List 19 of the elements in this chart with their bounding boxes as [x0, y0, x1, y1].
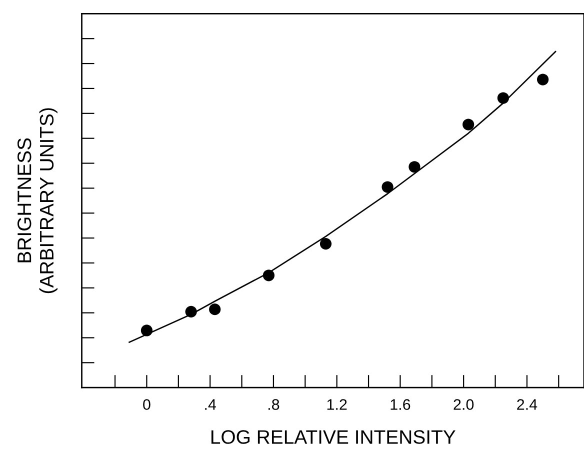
x-tick-label: 1.6: [390, 399, 410, 410]
point: [209, 304, 221, 316]
y-axis-title: BRIGHTNESS (ARBITRARY UNITS): [17, 108, 58, 294]
point: [140, 324, 153, 336]
point: [320, 238, 332, 250]
x-tick-label: 0: [143, 399, 150, 410]
point: [462, 118, 474, 130]
point: [382, 181, 394, 193]
x-tick-label: 2.4: [517, 399, 538, 410]
point: [185, 306, 197, 318]
x-tick-label: .8: [268, 399, 280, 410]
point: [408, 161, 420, 173]
x-tick-label: .4: [205, 399, 216, 410]
point: [262, 270, 275, 282]
x-tick-label: 2.0: [454, 399, 474, 410]
x-tick-label: 1.2: [327, 399, 347, 410]
point: [536, 74, 549, 86]
x-axis-title: LOG RELATIVE INTENSITY: [211, 430, 456, 444]
point: [497, 92, 510, 104]
